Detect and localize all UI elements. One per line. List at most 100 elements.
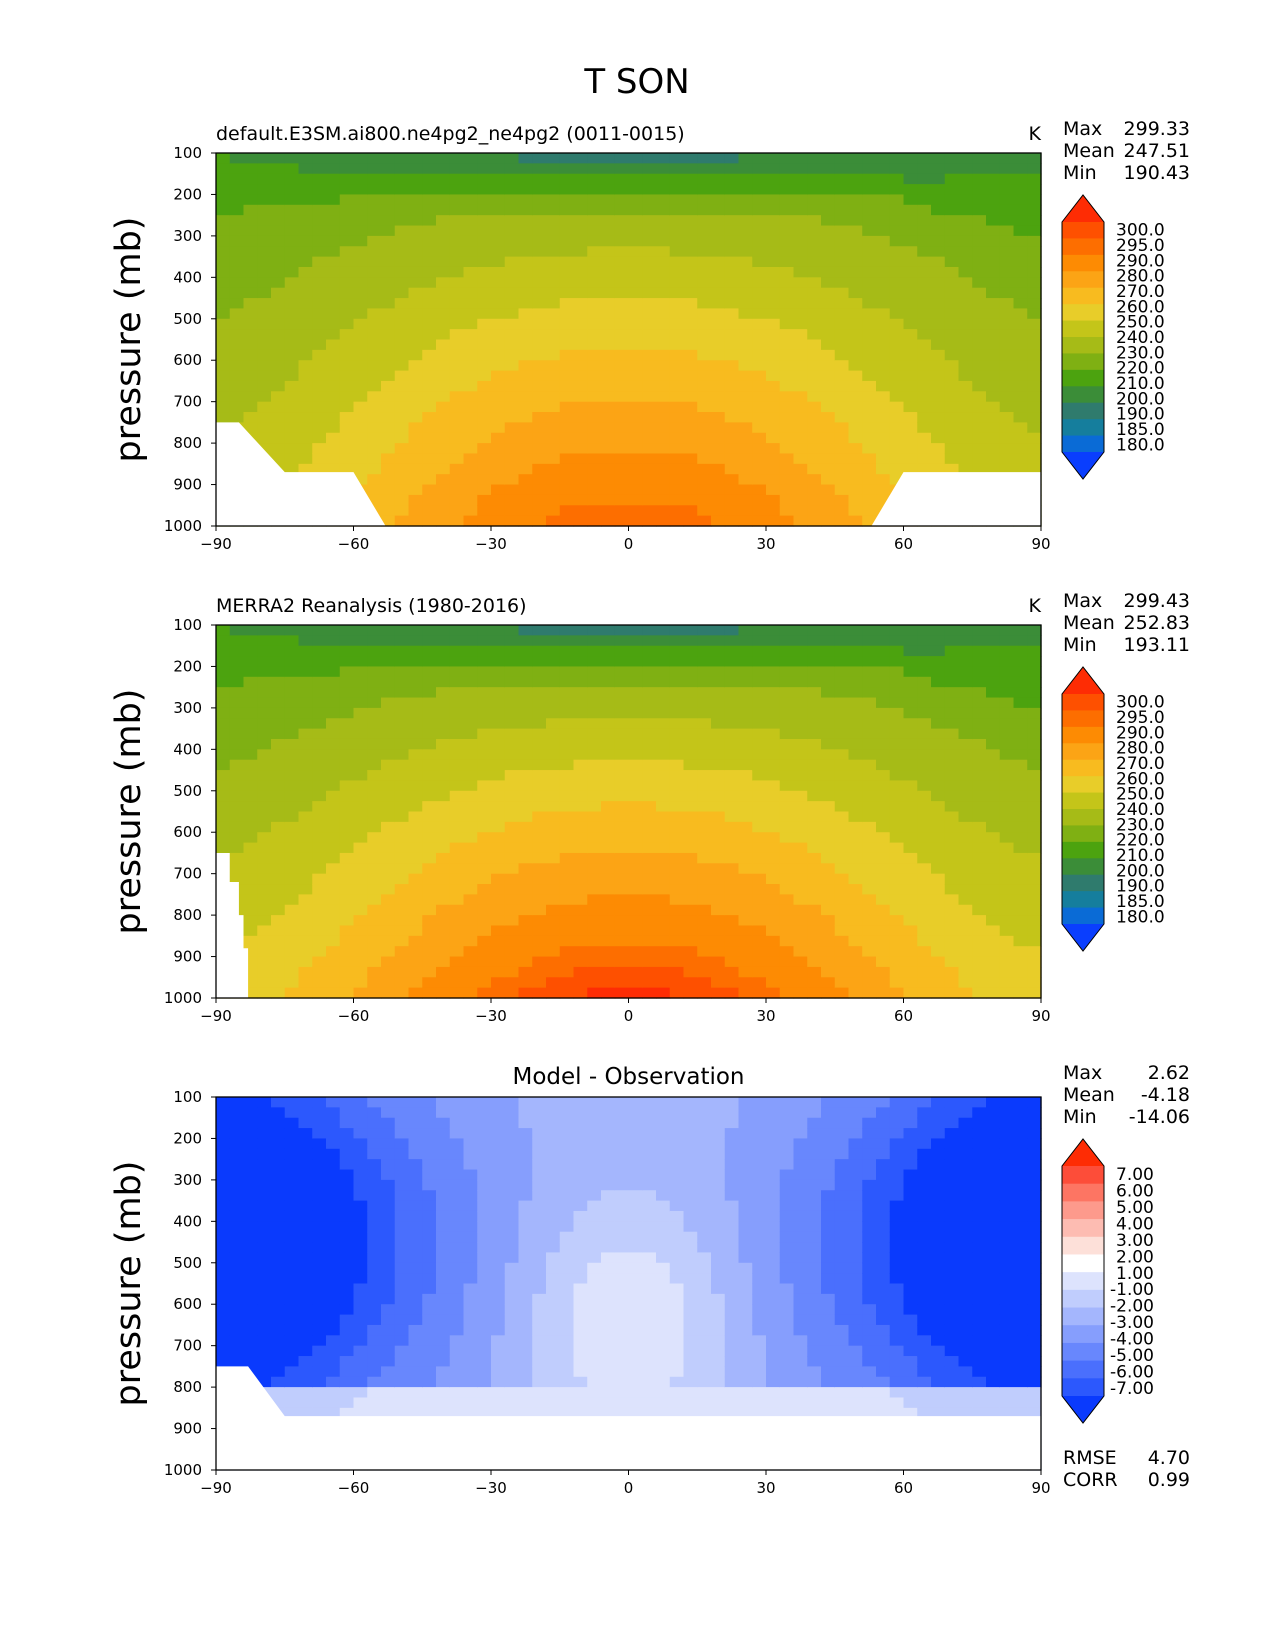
- contour-cell: [724, 225, 740, 237]
- contour-cell: [752, 194, 767, 206]
- contour-cell: [752, 687, 767, 699]
- contour-cell: [711, 318, 726, 330]
- contour-cell: [326, 1107, 341, 1119]
- contour-cell: [766, 966, 781, 978]
- contour-cell: [477, 370, 492, 382]
- contour-cell: [257, 1376, 272, 1388]
- contour-cell: [931, 656, 946, 668]
- contour-cell: [752, 391, 767, 403]
- contour-cell: [821, 215, 836, 227]
- contour-cell: [738, 811, 753, 823]
- contour-cell: [683, 728, 698, 740]
- contour-cell: [394, 1159, 410, 1171]
- contour-cell: [463, 811, 478, 823]
- contour-cell: [779, 256, 795, 268]
- contour-cell: [243, 666, 258, 678]
- contour-cell: [436, 277, 451, 289]
- contour-cell: [243, 956, 258, 968]
- contour-cell: [821, 256, 836, 268]
- contour-cell: [326, 1128, 341, 1140]
- contour-cell: [257, 946, 272, 958]
- contour-cell: [326, 370, 341, 382]
- contour-cell: [408, 215, 423, 227]
- contour-cell: [821, 718, 836, 730]
- contour-cell: [614, 842, 630, 854]
- contour-cell: [339, 204, 355, 216]
- contour-cell: [848, 946, 863, 958]
- contour-cell: [587, 391, 602, 403]
- contour-cell: [766, 277, 781, 289]
- contour-cell: [408, 666, 423, 678]
- contour-cell: [958, 287, 973, 299]
- contour-cell: [862, 380, 877, 392]
- contour-cell: [986, 432, 1001, 444]
- contour-cell: [216, 1159, 231, 1171]
- contour-cell: [422, 873, 437, 885]
- contour-cell: [216, 391, 231, 403]
- contour-cell: [697, 863, 712, 875]
- contour-cell: [326, 863, 341, 875]
- contour-cell: [477, 770, 492, 782]
- contour-cell: [917, 780, 932, 792]
- contour-cell: [724, 645, 740, 657]
- contour-cell: [834, 759, 850, 771]
- contour-cell: [353, 832, 368, 844]
- contour-cell: [1027, 676, 1042, 688]
- contour-cell: [614, 515, 630, 527]
- contour-cell: [326, 635, 341, 647]
- contour-cell: [284, 884, 300, 895]
- contour-cell: [394, 266, 410, 278]
- contour-cell: [339, 687, 355, 699]
- contour-cell: [642, 308, 657, 320]
- contour-cell: [876, 453, 891, 465]
- contour-cell: [793, 666, 808, 678]
- contour-cell: [339, 770, 355, 782]
- contour-cell: [931, 842, 946, 854]
- contour-cell: [463, 505, 478, 517]
- contour-cell: [518, 215, 533, 227]
- contour-cell: [807, 474, 822, 486]
- contour-cell: [903, 656, 918, 668]
- contour-cell: [367, 173, 382, 185]
- contour-cell: [1027, 707, 1042, 719]
- contour-cell: [216, 380, 231, 392]
- contour-cell: [284, 625, 300, 636]
- contour-cell: [752, 770, 767, 782]
- contour-cell: [793, 422, 808, 434]
- contour-cell: [587, 894, 602, 906]
- contour-cell: [436, 298, 451, 310]
- contour-cell: [986, 718, 1001, 730]
- contour-cell: [848, 707, 863, 719]
- contour-cell: [243, 1210, 258, 1222]
- contour-cell: [944, 707, 960, 719]
- contour-cell: [903, 318, 918, 330]
- contour-cell: [518, 256, 533, 268]
- contour-cell: [738, 687, 753, 699]
- contour-cell: [298, 1304, 313, 1316]
- contour-cell: [312, 770, 327, 782]
- contour-cell: [312, 204, 327, 216]
- contour-cell: [436, 790, 451, 802]
- contour-cell: [243, 1252, 258, 1264]
- contour-cell: [381, 1242, 396, 1254]
- contour-cell: [752, 225, 767, 237]
- contour-cell: [944, 977, 960, 989]
- contour-cell: [766, 728, 781, 740]
- contour-cell: [298, 1262, 313, 1274]
- contour-cell: [834, 625, 850, 636]
- contour-cell: [944, 194, 960, 206]
- contour-cell: [1013, 656, 1028, 668]
- contour-cell: [642, 287, 657, 299]
- contour-cell: [284, 380, 300, 392]
- contour-cell: [986, 349, 1001, 361]
- contour-cell: [889, 443, 905, 455]
- contour-cell: [463, 738, 478, 750]
- contour-cell: [766, 894, 781, 906]
- contour-cell: [463, 894, 478, 906]
- contour-cell: [986, 863, 1001, 875]
- contour-cell: [339, 298, 355, 310]
- contour-cell: [793, 204, 808, 216]
- contour-cell: [876, 443, 891, 455]
- contour-cell: [449, 894, 465, 906]
- contour-cell: [999, 298, 1015, 310]
